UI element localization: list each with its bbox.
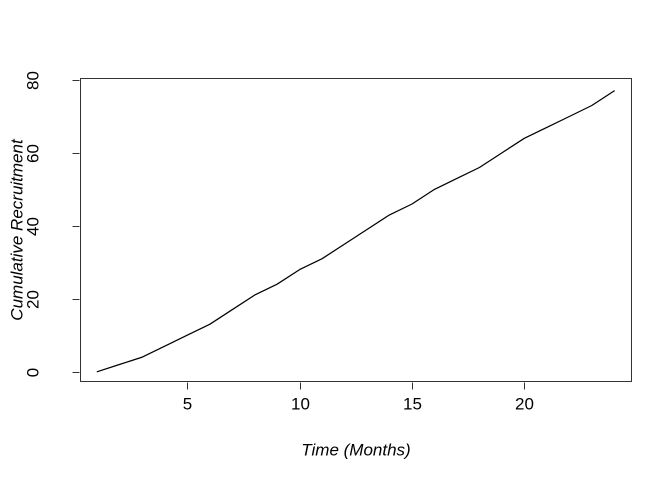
x-axis-title: Time (Months) <box>301 441 410 460</box>
y-axis-tick-label: 60 <box>24 144 43 163</box>
plot-box <box>80 78 632 382</box>
y-axis-tick-label: 80 <box>24 71 43 90</box>
recruitment-line <box>96 90 615 373</box>
x-axis-tick-label: 10 <box>291 395 310 414</box>
y-axis-tick-label: 20 <box>24 290 43 309</box>
y-axis-tick-label: 0 <box>24 368 43 377</box>
chart-layer: 5 10 15 20 0 20 40 60 80 <box>24 71 632 414</box>
x-axis-tick-label: 15 <box>403 395 422 414</box>
x-axis-tick-label: 20 <box>515 395 534 414</box>
y-axis-title: Cumulative Recruitment <box>8 138 27 321</box>
y-axis-tick-label: 40 <box>24 217 43 236</box>
x-axis-tick-label: 5 <box>183 395 192 414</box>
